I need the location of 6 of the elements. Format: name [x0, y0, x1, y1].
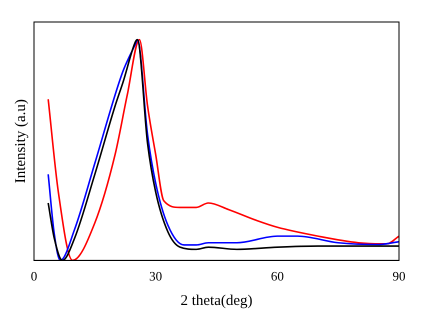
x-tick-label: 0	[30, 268, 38, 284]
x-tick-label: 60	[270, 268, 284, 284]
x-axis-title: 2 theta(deg)	[180, 292, 253, 309]
y-axis-title: Intensity (a.u)	[12, 99, 29, 184]
x-tick-label: 30	[149, 268, 162, 284]
x-tick-label: 90	[392, 268, 406, 284]
